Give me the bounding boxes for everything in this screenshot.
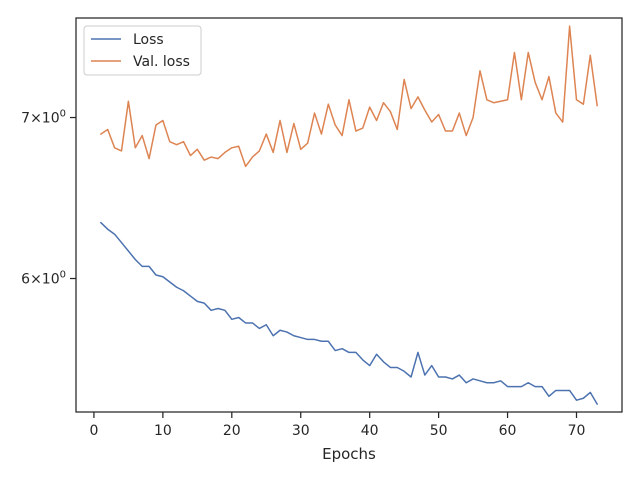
y-tick-exponent: 0 [60,270,66,281]
series-line-loss [100,221,598,405]
y-tick-exponent: 0 [60,109,66,120]
series-lines [100,25,598,405]
legend-entries: Loss Val. loss [91,32,190,70]
x-tick-label: 50 [430,423,448,439]
x-tick-label: 20 [223,423,241,439]
y-tick-label: 6×100 [21,270,66,288]
legend: Loss Val. loss [83,25,202,76]
x-tick-label: 60 [499,423,517,439]
x-axis-ticks: 0 10 20 30 40 50 60 70 [89,412,585,439]
y-tick-base: 7×10 [21,111,59,127]
x-tick-label: 30 [292,423,310,439]
series-line-val-loss [100,25,598,168]
x-tick-label: 0 [89,423,98,439]
x-tick-label: 40 [361,423,379,439]
x-axis-label: Epochs [322,445,376,463]
legend-label-loss: Loss [133,32,164,48]
y-tick-label: 7×100 [21,109,66,127]
plot-frame [75,17,623,413]
x-tick-label: 10 [154,423,172,439]
plot-area [76,18,622,412]
y-tick-base: 6×10 [21,272,59,288]
x-tick-label: 70 [568,423,586,439]
legend-label-val-loss: Val. loss [133,54,190,70]
